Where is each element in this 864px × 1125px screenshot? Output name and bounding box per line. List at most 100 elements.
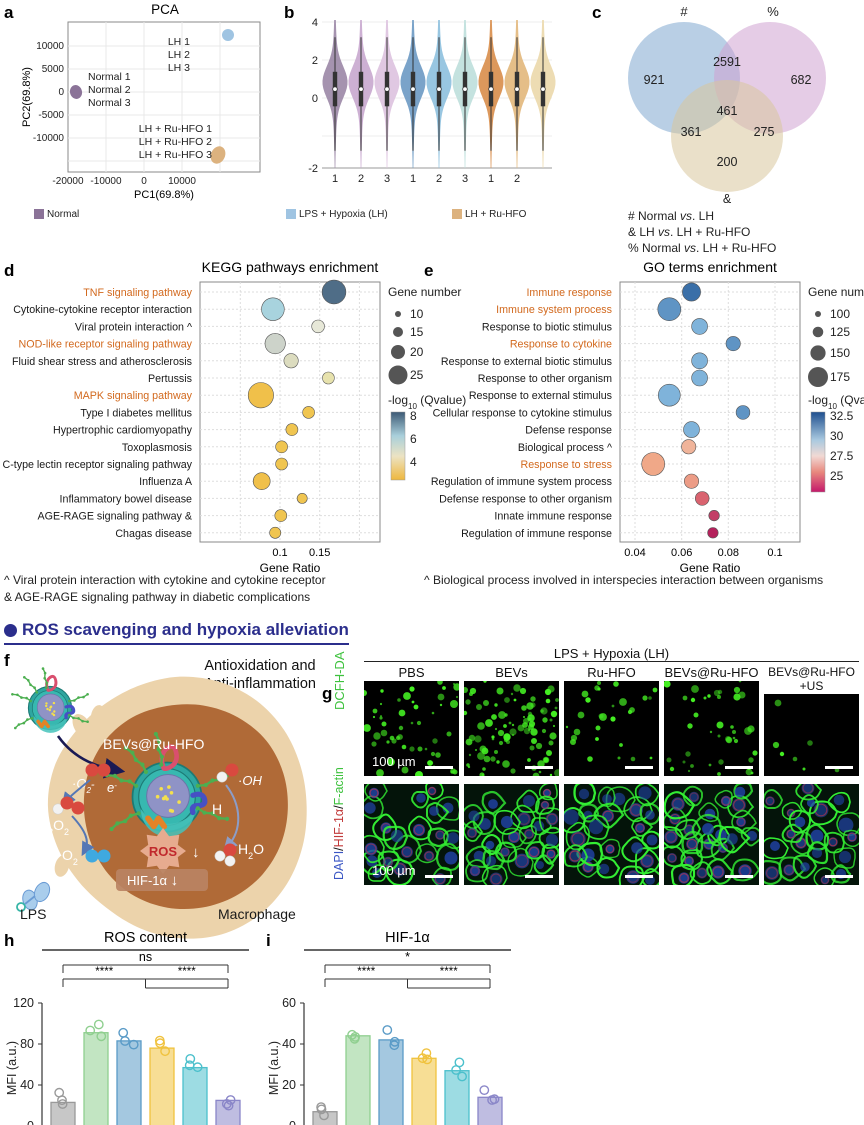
svg-text:Toxoplasmosis: Toxoplasmosis: [122, 442, 192, 454]
svg-text:0.15: 0.15: [309, 547, 330, 559]
svg-text:LH + Ru-HFO 2: LH + Ru-HFO 2: [139, 136, 212, 148]
svg-text:1: 1: [488, 173, 494, 185]
svg-text:MFI (a.u.): MFI (a.u.): [5, 1041, 19, 1095]
svg-text:20: 20: [282, 1078, 296, 1092]
svg-text:5000: 5000: [42, 64, 65, 75]
svg-text:MFI (a.u.): MFI (a.u.): [267, 1041, 281, 1095]
svg-text:40: 40: [20, 1078, 34, 1092]
svg-text:2: 2: [514, 173, 520, 185]
svg-text:Response to external biotic st: Response to external biotic stimulus: [441, 356, 612, 368]
svg-text:****: ****: [178, 966, 196, 978]
svg-text:1: 1: [332, 173, 338, 185]
svg-text:-20000: -20000: [52, 176, 84, 187]
svg-text:^ Biological process involved: ^ Biological process involved in intersp…: [424, 573, 823, 587]
svg-text:Normal 1: Normal 1: [88, 71, 131, 83]
svg-text:Response to biotic stimulus: Response to biotic stimulus: [482, 321, 612, 333]
svg-text:Antioxidation and: Antioxidation and: [204, 658, 315, 674]
svg-text:25: 25: [830, 469, 844, 483]
svg-text:Normal 2: Normal 2: [88, 84, 131, 96]
svg-text:C-type lectin receptor signali: C-type lectin receptor signaling pathway: [2, 459, 192, 471]
svg-text:100: 100: [830, 307, 850, 321]
svg-text:Hypertrophic cardiomyopathy: Hypertrophic cardiomyopathy: [53, 425, 193, 437]
svg-text:0.1: 0.1: [272, 547, 287, 559]
svg-text:3: 3: [462, 173, 468, 185]
svg-text:Pertussis: Pertussis: [148, 373, 192, 385]
svg-text:#: #: [680, 4, 688, 19]
svg-text:175: 175: [830, 370, 850, 384]
svg-text:921: 921: [644, 73, 665, 87]
svg-text:-10000: -10000: [33, 133, 65, 144]
svg-text:GO terms enrichment: GO terms enrichment: [643, 259, 777, 275]
svg-text:1: 1: [410, 173, 416, 185]
svg-text:LH + Ru-HFO 1: LH + Ru-HFO 1: [139, 123, 212, 135]
svg-text:Cellular response to cytokine: Cellular response to cytokine stimulus: [433, 407, 612, 419]
svg-text:ROS: ROS: [149, 844, 178, 859]
svg-text:d: d: [4, 261, 14, 280]
svg-text:i: i: [266, 931, 271, 950]
svg-text:LH 2: LH 2: [168, 49, 190, 61]
svg-text:*: *: [405, 950, 410, 964]
svg-text:Viral protein interaction ^: Viral protein interaction ^: [75, 321, 192, 333]
svg-text:HIF-1α: HIF-1α: [385, 930, 430, 946]
svg-text:a: a: [4, 3, 14, 22]
svg-text:80: 80: [20, 1037, 34, 1051]
svg-text:Inflammatory bowel disease: Inflammatory bowel disease: [60, 493, 193, 505]
svg-text:-5000: -5000: [38, 110, 64, 121]
svg-text:Response to cytokine: Response to cytokine: [510, 339, 612, 351]
svg-text:LPS: LPS: [20, 906, 46, 922]
svg-text:& LH vs. LH + Ru-HFO: & LH vs. LH + Ru-HFO: [628, 225, 750, 239]
svg-text:H: H: [212, 801, 222, 817]
svg-text:Influenza A: Influenza A: [139, 476, 193, 488]
svg-text:Macrophage: Macrophage: [218, 906, 296, 922]
svg-text:b: b: [284, 3, 294, 22]
svg-text:0.06: 0.06: [671, 547, 692, 559]
svg-text:% Normal vs. LH + Ru-HFO: % Normal vs. LH + Ru-HFO: [628, 241, 776, 255]
svg-text:6: 6: [410, 432, 417, 446]
svg-text:NOD-like receptor signaling pa: NOD-like receptor signaling pathway: [19, 339, 193, 351]
svg-text:2: 2: [358, 173, 364, 185]
svg-text:3: 3: [384, 173, 390, 185]
svg-text:Chagas disease: Chagas disease: [115, 528, 192, 540]
svg-text:Immune system process: Immune system process: [496, 304, 612, 316]
svg-text:KEGG pathways enrichment: KEGG pathways enrichment: [202, 259, 379, 275]
svg-text:·OH: ·OH: [238, 773, 262, 788]
svg-text:-10000: -10000: [90, 176, 122, 187]
svg-text:125: 125: [830, 325, 850, 339]
svg-text:%: %: [767, 4, 779, 19]
svg-text:200: 200: [717, 155, 738, 169]
svg-text:120: 120: [13, 996, 34, 1010]
svg-text:Normal: Normal: [47, 209, 79, 220]
svg-text:Normal 3: Normal 3: [88, 97, 131, 109]
svg-text:****: ****: [357, 966, 375, 978]
svg-text:10000: 10000: [36, 41, 64, 52]
svg-text:Regulation of immune system pr: Regulation of immune system process: [431, 476, 612, 488]
svg-text:↓: ↓: [192, 844, 200, 861]
svg-text:0.04: 0.04: [624, 547, 645, 559]
svg-text:2: 2: [312, 55, 318, 67]
svg-text:0.1: 0.1: [767, 547, 782, 559]
svg-text:LPS + Hypoxia (LH): LPS + Hypoxia (LH): [299, 209, 388, 220]
svg-text:PCA: PCA: [151, 2, 179, 17]
svg-text:h: h: [4, 931, 14, 950]
svg-text:Cytokine-cytokine receptor int: Cytokine-cytokine receptor interaction: [13, 304, 192, 316]
svg-text:Response to stress: Response to stress: [521, 459, 612, 471]
svg-text:0.08: 0.08: [718, 547, 739, 559]
svg-text:e: e: [424, 261, 433, 280]
svg-text:ROS content: ROS content: [104, 930, 187, 946]
svg-text:****: ****: [95, 966, 113, 978]
svg-text:0: 0: [312, 93, 318, 105]
svg-text:32.5: 32.5: [830, 409, 854, 423]
svg-text:Immune response: Immune response: [526, 287, 612, 299]
svg-text:f: f: [4, 651, 10, 670]
svg-text:Defense response: Defense response: [525, 425, 612, 437]
svg-text:&: &: [723, 192, 732, 206]
svg-text:-2: -2: [308, 163, 318, 175]
svg-text:4: 4: [410, 455, 417, 469]
svg-text:150: 150: [830, 346, 850, 360]
svg-text:& AGE-RAGE signaling pathway i: & AGE-RAGE signaling pathway in diabetic…: [4, 590, 310, 604]
svg-text:Response to other organism: Response to other organism: [478, 373, 612, 385]
svg-text:LH + Ru-HFO 3: LH + Ru-HFO 3: [139, 149, 212, 161]
svg-text:Fluid shear stress and atheros: Fluid shear stress and atherosclerosis: [12, 356, 192, 368]
svg-text:PC1(69.8%): PC1(69.8%): [134, 189, 194, 201]
svg-text:30: 30: [830, 429, 844, 443]
